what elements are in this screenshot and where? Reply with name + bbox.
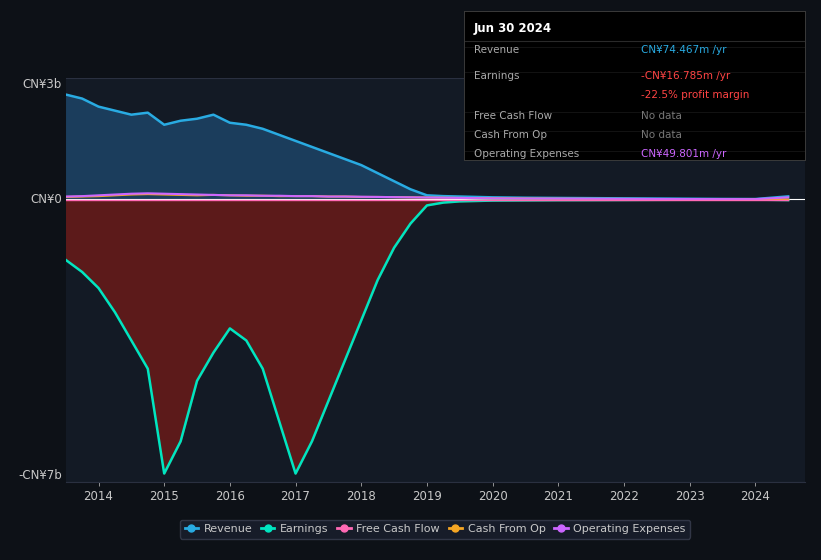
Text: No data: No data [641, 111, 682, 120]
Legend: Revenue, Earnings, Free Cash Flow, Cash From Op, Operating Expenses: Revenue, Earnings, Free Cash Flow, Cash … [180, 520, 690, 539]
Text: CN¥3b: CN¥3b [23, 78, 62, 91]
Text: Free Cash Flow: Free Cash Flow [474, 111, 553, 120]
Text: Operating Expenses: Operating Expenses [474, 149, 580, 159]
Text: Cash From Op: Cash From Op [474, 130, 547, 140]
Text: No data: No data [641, 130, 682, 140]
Text: CN¥49.801m /yr: CN¥49.801m /yr [641, 149, 727, 159]
Text: -22.5% profit margin: -22.5% profit margin [641, 90, 750, 100]
Text: -CN¥7b: -CN¥7b [18, 469, 62, 482]
Text: Jun 30 2024: Jun 30 2024 [474, 22, 553, 35]
Text: Revenue: Revenue [474, 45, 519, 55]
Text: Earnings: Earnings [474, 71, 520, 81]
Text: CN¥74.467m /yr: CN¥74.467m /yr [641, 45, 727, 55]
Text: CN¥0: CN¥0 [30, 193, 62, 206]
Text: -CN¥16.785m /yr: -CN¥16.785m /yr [641, 71, 731, 81]
